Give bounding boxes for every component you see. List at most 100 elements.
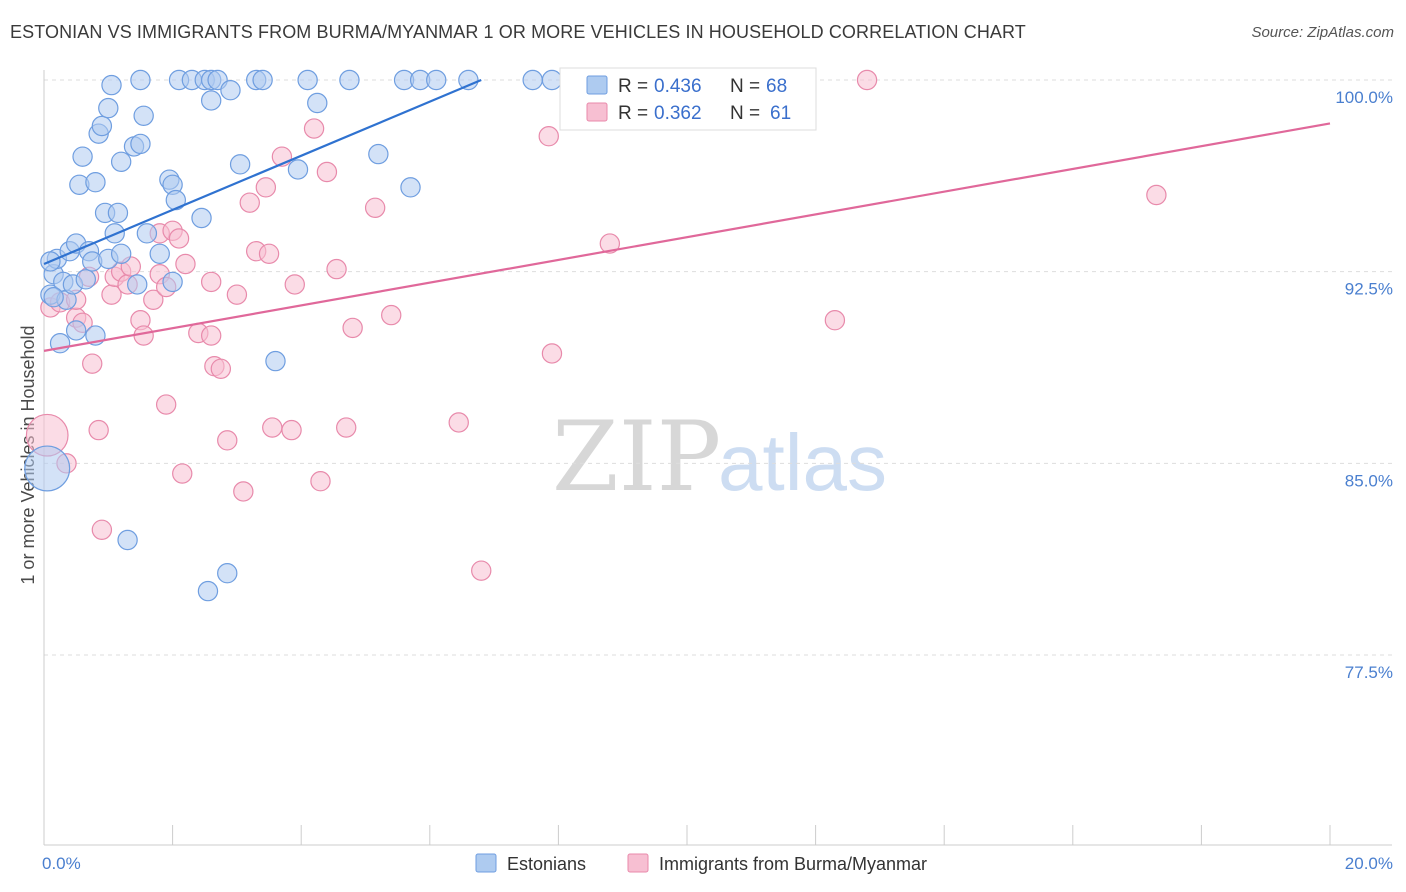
legend-r-value-2: 0.362 [654,103,702,124]
estonians-point-55 [297,69,318,91]
burma-point-29 [200,271,222,293]
legend-top: R = 0.436 N = 68 R = 0.362 N = 61 [559,67,817,131]
burma-point-10 [91,519,113,540]
estonians-point-31 [130,133,151,155]
estonians-point-26 [110,151,132,172]
estonians-point-52 [252,69,273,91]
burma-point-48 [342,317,363,339]
estonians-point-16 [85,172,106,193]
estonians-point-42 [191,207,212,229]
burma-point-39 [262,417,283,438]
estonians-point-0 [24,445,71,492]
burma-point-49 [364,197,386,218]
burma-point-33 [226,284,248,305]
watermark-zip: ZIP [552,401,721,513]
legend-swatch-blue [586,75,608,95]
burma-point-41 [281,419,302,441]
estonians-point-23 [101,74,122,96]
legend-bottom-burma: Immigrants from Burma/Myanmar [659,854,927,874]
estonians-point-63 [458,69,479,91]
y-tick-label-2: 85.0% [1345,471,1393,490]
burma-point-38 [258,243,280,264]
estonians-point-12 [72,146,93,167]
x-tick-label-1: 20.0% [1345,854,1393,873]
legend-bottom-swatch-burma [627,853,649,873]
burma-point-31 [210,358,232,379]
burma-point-59 [856,69,878,91]
burma-point-58 [824,310,846,331]
estonians-point-28 [117,529,138,551]
y-tick-label-0: 100.0% [1335,88,1393,107]
burma-point-35 [239,192,260,213]
estonians-point-9 [65,320,87,341]
estonians-point-48 [217,563,238,584]
legend-bottom-estonians: Estonians [507,854,586,874]
burma-point-51 [448,412,469,433]
estonians-point-19 [91,115,113,137]
legend-n-label-1: N = [730,76,760,97]
estonians-point-53 [265,350,286,372]
estonians-point-22 [98,97,119,119]
estonians-point-46 [200,90,222,111]
y-axis-ticks: 100.0% 92.5% 85.0% 77.5% [1335,88,1393,682]
source-label: Source: ZipAtlas.com [1251,24,1394,41]
legend-r-label-1: R = [618,76,648,97]
burma-point-8 [82,353,103,374]
estonians-point-57 [339,69,360,91]
trend-lines [43,78,1331,352]
estonians-point-25 [107,202,129,224]
estonians-point-60 [400,177,421,198]
burma-point-32 [217,430,238,451]
y-axis-label: 1 or more Vehicles in Household [18,325,38,584]
watermark-atlas: atlas [718,418,887,507]
burma-point-18 [143,289,164,310]
burma-point-45 [316,161,338,183]
legend-r-label-2: R = [618,103,648,124]
estonians-point-35 [149,243,170,264]
y-tick-label-3: 77.5% [1345,663,1393,682]
legend-swatch-pink [586,102,608,122]
burma-point-42 [284,274,305,295]
estonians-point-64 [522,69,543,91]
legend-r-value-1: 0.436 [654,76,702,97]
chart-title: ESTONIAN VS IMMIGRANTS FROM BURMA/MYANMA… [10,22,1026,42]
burma-point-28 [200,325,222,346]
burma-point-54 [541,343,563,364]
burma-point-46 [326,258,347,280]
estonians-point-65 [541,69,563,91]
estonians-point-34 [130,69,151,91]
legend-n-value-1: 68 [766,76,787,97]
estonians-point-32 [133,105,154,126]
burma-point-60 [1146,184,1167,206]
burma-point-50 [381,304,402,326]
estonians-point-50 [229,154,251,175]
burma-point-34 [233,481,254,502]
legend-n-label-2: N = [730,103,760,124]
burma-point-22 [155,394,177,415]
estonians-point-33 [136,223,158,244]
burma-point-55 [599,233,621,254]
estonians-point-27 [110,243,132,264]
estonians-point-30 [127,274,148,295]
y-tick-label-1: 92.5% [1345,280,1393,299]
burma-point-53 [538,126,559,147]
estonians-point-44 [197,580,219,602]
estonians-point-38 [162,271,183,293]
estonians-point-56 [307,92,328,114]
burma-point-9 [88,419,109,441]
estonians-point-49 [220,80,241,101]
estonians-point-58 [368,143,389,165]
burma-point-37 [255,177,277,198]
burma-point-24 [168,228,190,249]
estonians-point-67 [43,287,64,308]
legend-n-value-2: 61 [770,103,791,124]
estonians-point-13 [75,269,96,290]
x-tick-label-0: 0.0% [42,854,81,873]
burma-point-52 [471,560,492,581]
estonians-point-54 [287,159,309,180]
trend-line-burma [43,122,1331,352]
burma-point-25 [172,463,193,484]
estonians-point-62 [426,69,447,91]
burma-point-44 [310,471,331,492]
